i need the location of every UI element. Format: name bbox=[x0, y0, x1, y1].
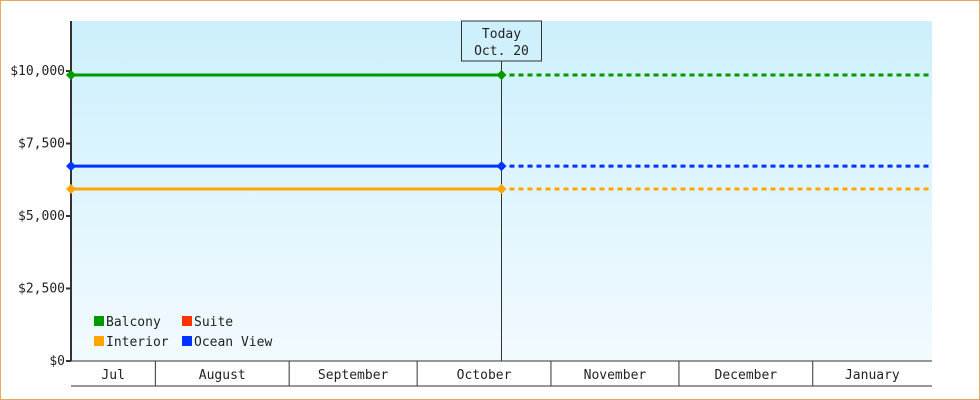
y-tick-label: $0 bbox=[49, 354, 65, 369]
legend-swatch-suite bbox=[182, 316, 192, 326]
series-balcony-point bbox=[496, 70, 507, 81]
today-date: Oct. 20 bbox=[474, 44, 529, 59]
legend-label-suite: Suite bbox=[194, 315, 233, 330]
legend-label-ocean-view: Ocean View bbox=[194, 335, 272, 350]
month-label-september: September bbox=[318, 368, 389, 383]
y-tick-label: $5,000 bbox=[18, 209, 65, 224]
series-balcony-point bbox=[66, 70, 76, 81]
month-label-october: October bbox=[457, 368, 512, 383]
y-tick-label: $7,500 bbox=[18, 137, 65, 152]
month-label-august: August bbox=[199, 368, 246, 383]
month-label-january: January bbox=[845, 368, 900, 383]
legend-label-balcony: Balcony bbox=[106, 315, 161, 330]
legend-label-interior: Interior bbox=[106, 335, 169, 350]
series-ocean-view-point bbox=[66, 161, 76, 172]
legend-swatch-balcony bbox=[94, 316, 104, 326]
y-tick-label: $2,500 bbox=[18, 282, 65, 297]
y-tick-label: $10,000 bbox=[10, 64, 65, 79]
month-label-december: December bbox=[715, 368, 778, 383]
today-label: Today bbox=[482, 27, 521, 42]
legend-swatch-ocean-view bbox=[182, 336, 192, 346]
series-ocean-view-point bbox=[496, 161, 507, 172]
today-box bbox=[461, 20, 542, 62]
series-interior-point bbox=[496, 184, 507, 195]
month-label-jul: Jul bbox=[101, 368, 124, 383]
legend-swatch-interior bbox=[94, 336, 104, 346]
series-interior-point bbox=[66, 184, 76, 195]
month-label-november: November bbox=[584, 368, 647, 383]
